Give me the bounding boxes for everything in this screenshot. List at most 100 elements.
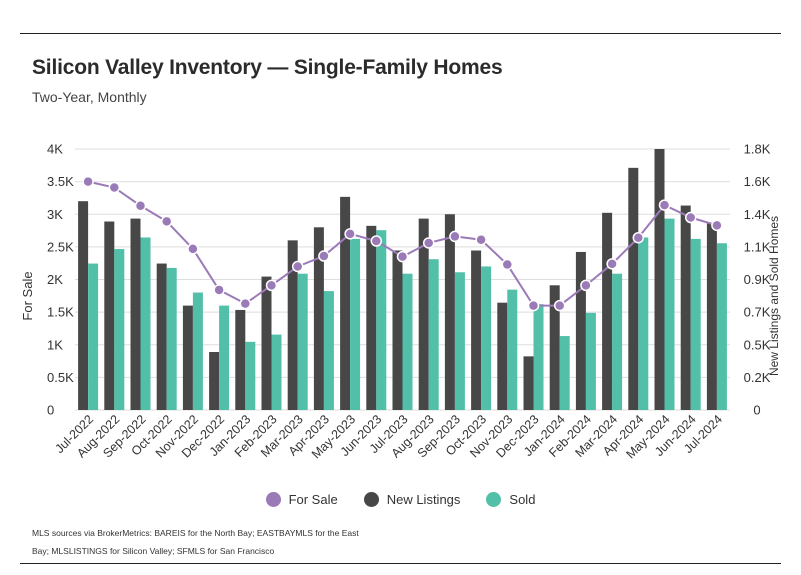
bar-new-listings[interactable] xyxy=(287,240,298,410)
legend-item-for-sale[interactable]: For Sale xyxy=(265,492,338,507)
for-sale-point[interactable] xyxy=(160,215,173,228)
bar-sold[interactable] xyxy=(114,249,125,410)
bar-new-listings[interactable] xyxy=(104,221,115,411)
for-sale-point[interactable] xyxy=(213,284,225,296)
bar-new-listings[interactable] xyxy=(706,222,717,410)
legend-item-sold[interactable]: Sold xyxy=(486,492,535,507)
for-sale-point[interactable] xyxy=(606,258,618,270)
for-sale-point[interactable] xyxy=(318,250,330,262)
left-tick-label: 4K xyxy=(47,142,63,157)
bar-new-listings[interactable] xyxy=(392,250,403,411)
for-sale-point[interactable] xyxy=(553,299,566,312)
bar-sold[interactable] xyxy=(271,334,282,410)
bar-new-listings[interactable] xyxy=(366,225,377,410)
bar-new-listings[interactable] xyxy=(340,196,351,410)
bar-new-listings[interactable] xyxy=(444,214,455,410)
for-sale-point[interactable] xyxy=(632,231,645,244)
bar-new-listings[interactable] xyxy=(130,218,141,410)
source-note-line-2: Bay; MLSLISTINGS for Silicon Valley; SFM… xyxy=(32,546,275,556)
bar-sold[interactable] xyxy=(716,243,727,410)
for-sale-point[interactable] xyxy=(291,260,304,273)
bar-sold[interactable] xyxy=(140,237,151,410)
bar-sold[interactable] xyxy=(481,266,492,410)
for-sale-point[interactable] xyxy=(658,199,671,211)
bar-sold[interactable] xyxy=(192,292,203,410)
bar-new-listings[interactable] xyxy=(654,149,665,410)
right-tick-label: 0.5K xyxy=(744,337,771,352)
for-sale-point[interactable] xyxy=(501,258,514,271)
bar-new-listings[interactable] xyxy=(182,305,193,410)
bar-sold[interactable] xyxy=(664,218,675,410)
legend-label-sold: Sold xyxy=(509,492,536,507)
bar-sold[interactable] xyxy=(612,273,623,410)
bar-new-listings[interactable] xyxy=(680,205,691,410)
bar-sold[interactable] xyxy=(376,230,387,410)
bar-new-listings[interactable] xyxy=(497,302,508,410)
bar-sold[interactable] xyxy=(166,267,177,410)
bar-new-listings[interactable] xyxy=(235,309,246,410)
bar-sold[interactable] xyxy=(428,259,439,410)
right-tick-label: 1.1K xyxy=(744,239,771,254)
bar-sold[interactable] xyxy=(533,304,544,410)
for-sale-point[interactable] xyxy=(344,228,356,240)
bar-new-listings[interactable] xyxy=(602,212,613,410)
bar-sold[interactable] xyxy=(297,273,308,410)
bar-new-listings[interactable] xyxy=(313,227,324,410)
bar-new-listings[interactable] xyxy=(575,251,586,410)
bar-sold[interactable] xyxy=(350,238,361,410)
for-sale-point[interactable] xyxy=(422,237,435,249)
legend-item-new-listings[interactable]: New Listings xyxy=(363,492,461,507)
sold-swatch xyxy=(486,492,502,507)
bar-sold[interactable] xyxy=(638,237,649,410)
bar-new-listings[interactable] xyxy=(156,263,167,410)
for-sale-point[interactable] xyxy=(475,233,487,246)
bar-sold[interactable] xyxy=(245,341,256,410)
bar-new-listings[interactable] xyxy=(471,250,482,411)
bar-new-listings[interactable] xyxy=(78,201,89,410)
bar-sold[interactable] xyxy=(454,272,465,410)
for-sale-point[interactable] xyxy=(265,279,278,292)
y-axis-label-left: For Sale xyxy=(20,271,35,320)
left-tick-label: 3.5K xyxy=(47,174,74,189)
bar-sold[interactable] xyxy=(323,291,334,410)
source-note-line-1: MLS sources via BrokerMetrics: BAREIS fo… xyxy=(32,528,359,538)
right-tick-label: 1.8K xyxy=(744,142,771,157)
y-axis-label-right: New Listings and Sold Homes xyxy=(767,216,781,376)
for-sale-point[interactable] xyxy=(396,250,409,263)
for-sale-point[interactable] xyxy=(711,219,723,232)
bar-new-listings[interactable] xyxy=(523,356,534,410)
for-sale-point[interactable] xyxy=(684,211,697,224)
for-sale-point[interactable] xyxy=(527,299,540,312)
for-sale-point[interactable] xyxy=(580,279,592,292)
for-sale-line xyxy=(82,175,723,312)
for-sale-point[interactable] xyxy=(82,175,94,188)
for-sale-point[interactable] xyxy=(449,230,461,243)
left-tick-label: 3K xyxy=(47,207,63,222)
for-sale-point[interactable] xyxy=(187,243,199,255)
right-tick-label: 0 xyxy=(753,403,760,418)
for-sale-point[interactable] xyxy=(134,200,147,212)
legend: For Sale New Listings Sold xyxy=(0,492,801,507)
bar-sold[interactable] xyxy=(559,336,570,410)
top-rule xyxy=(20,33,781,34)
legend-label-new-listings: New Listings xyxy=(386,492,461,507)
bar-new-listings[interactable] xyxy=(628,167,639,410)
for-sale-point[interactable] xyxy=(108,181,121,194)
for-sale-point[interactable] xyxy=(370,235,383,247)
bar-sold[interactable] xyxy=(219,305,230,410)
bar-sold[interactable] xyxy=(402,273,413,410)
bars xyxy=(78,149,727,410)
for-sale-point[interactable] xyxy=(239,297,252,310)
left-tick-label: 0.5K xyxy=(47,370,74,385)
left-tick-label: 1K xyxy=(47,337,63,352)
bar-new-listings[interactable] xyxy=(549,285,560,410)
bar-sold[interactable] xyxy=(88,263,99,410)
bar-sold[interactable] xyxy=(507,289,518,410)
bar-sold[interactable] xyxy=(585,312,596,410)
right-tick-label: 1.6K xyxy=(744,174,771,189)
right-tick-label: 1.4K xyxy=(744,207,771,222)
bar-new-listings[interactable] xyxy=(418,218,429,410)
bar-new-listings[interactable] xyxy=(261,276,272,410)
bar-new-listings[interactable] xyxy=(209,352,220,410)
bar-sold[interactable] xyxy=(690,238,701,410)
